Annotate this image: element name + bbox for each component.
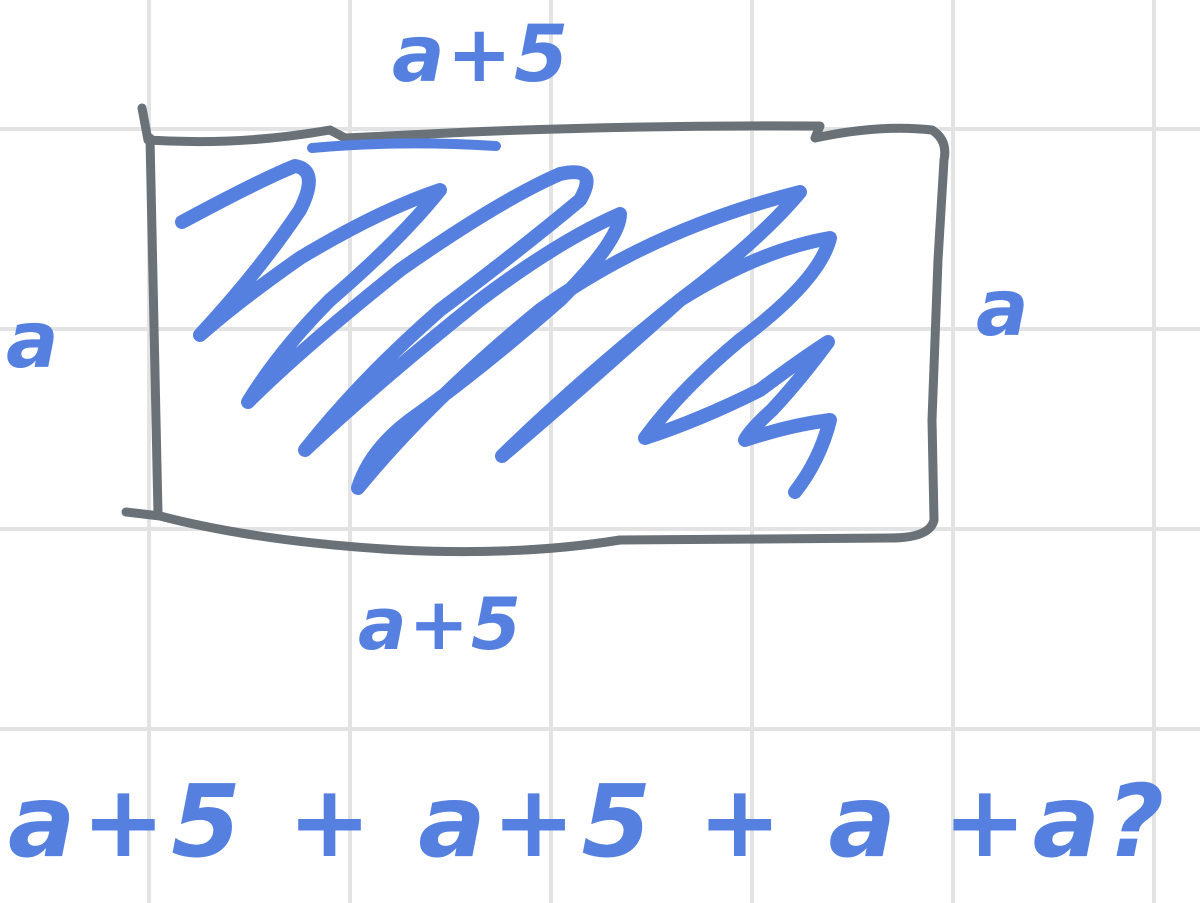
- perimeter-equation: a+5 + a+5 + a +a?: [8, 763, 1171, 880]
- top-edge-underline: [307, 138, 501, 153]
- bottom-side-label: a+5: [358, 582, 524, 666]
- shading-scribble: [175, 159, 837, 499]
- right-side-label: a: [976, 264, 1029, 354]
- left-side-label: a: [6, 296, 59, 386]
- top-side-label: a+5: [392, 10, 571, 100]
- rectangle-outline: [121, 103, 950, 557]
